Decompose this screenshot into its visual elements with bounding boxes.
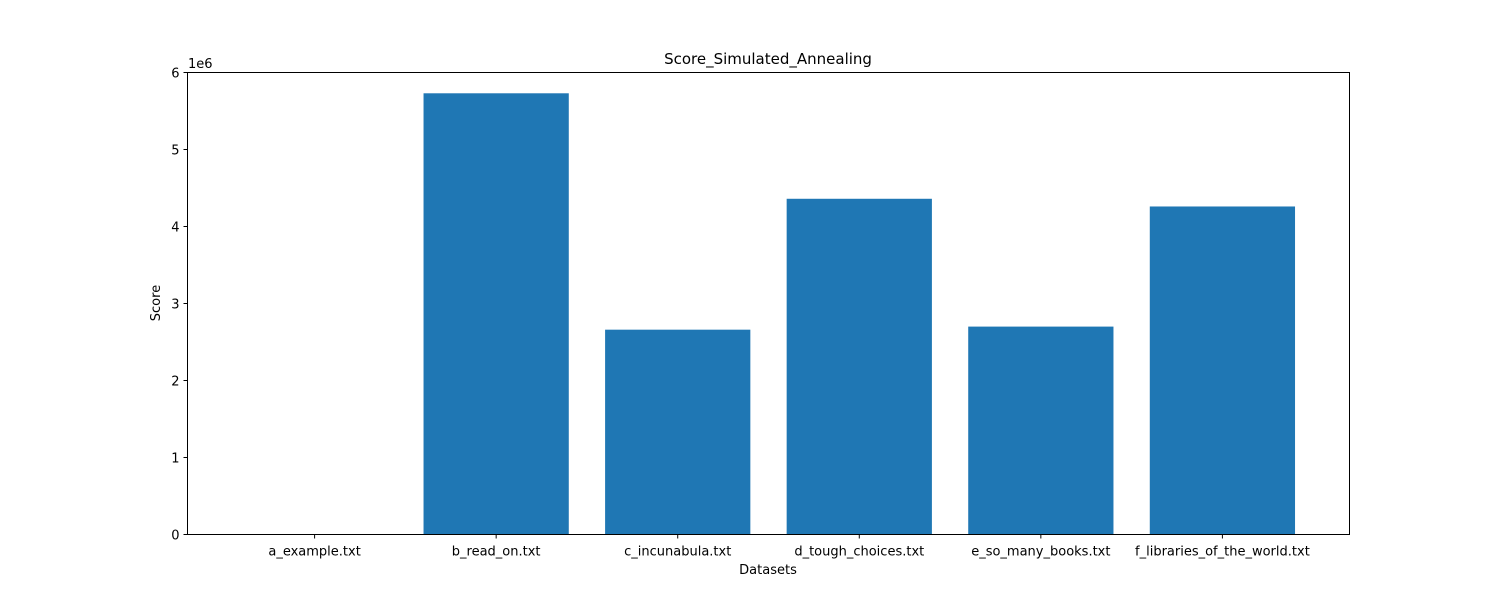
x-axis-label: Datasets (739, 563, 797, 578)
y-tick-label: 5 (171, 144, 179, 159)
bar-c_incunabula.txt (605, 329, 751, 535)
bar-d_tough_choices.txt (786, 198, 932, 535)
bar-e_so_many_books.txt (968, 326, 1114, 535)
chart-title: Score_Simulated_Annealing (664, 50, 872, 69)
bars-group (241, 93, 1296, 535)
y-tick-label: 2 (171, 375, 179, 390)
y-tick-label: 0 (171, 529, 179, 544)
y-tick-label: 3 (171, 298, 179, 313)
bar-f_libraries_of_the_world.txt (1149, 206, 1296, 535)
bar-b_read_on.txt (423, 93, 569, 535)
y-tick-label: 1 (171, 452, 179, 467)
y-axis-offset-label: 1e6 (188, 57, 213, 72)
y-tick-label: 4 (171, 221, 179, 236)
y-axis: 0 1 2 3 4 5 6 (171, 67, 188, 544)
x-tick-label: b_read_on.txt (452, 545, 541, 560)
x-tick-label: f_libraries_of_the_world.txt (1135, 545, 1310, 560)
y-axis-label: Score (149, 285, 164, 321)
y-tick-label: 6 (171, 67, 179, 82)
x-tick-label: c_incunabula.txt (624, 545, 731, 560)
x-axis: a_example.txt b_read_on.txt c_incunabula.t… (268, 534, 1310, 560)
x-tick-label: d_tough_choices.txt (794, 545, 924, 560)
x-tick-label: e_so_many_books.txt (971, 545, 1110, 560)
plot-frame (187, 72, 1350, 535)
x-tick-label: a_example.txt (268, 545, 360, 560)
